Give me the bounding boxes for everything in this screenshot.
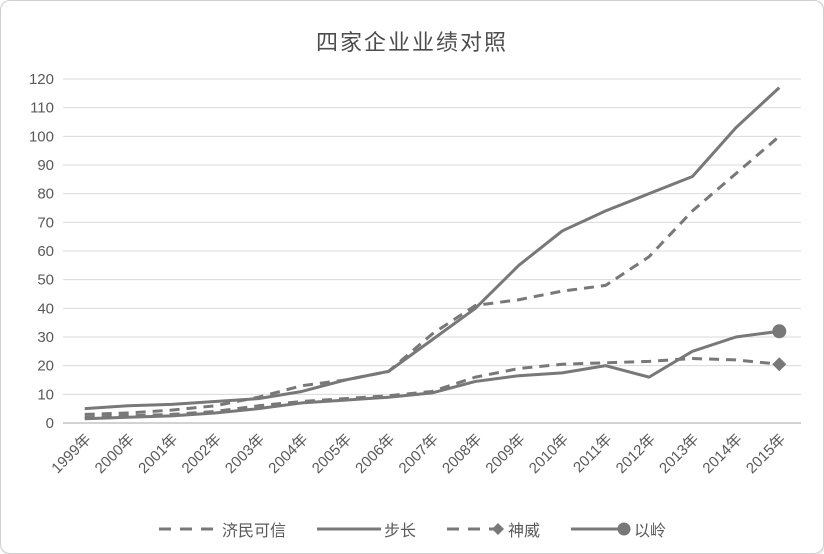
chart-title: 四家企业业绩对照 [315,31,508,56]
x-tick-label: 2014年 [699,431,745,477]
x-tick-label: 2010年 [526,431,572,477]
x-tick-label: 2012年 [613,431,659,477]
x-tick-label: 2009年 [482,431,528,477]
x-tick-label: 2006年 [352,431,398,477]
y-tick-label: 60 [37,243,54,260]
legend-solid-line-icon [316,527,381,531]
diamond-end-marker [772,357,787,372]
y-tick-label: 10 [37,386,54,403]
x-tick-label: 2004年 [265,431,311,477]
x-tick-label: 2005年 [309,431,355,477]
y-tick-label: 40 [37,300,54,317]
y-tick-label: 120 [29,71,54,88]
y-tick-label: 80 [37,186,54,203]
legend-item-shenwei: 神威 [446,517,540,541]
legend: 济民可信 步长 神威 以岭 [1,517,823,541]
y-tick-label: 20 [37,358,54,375]
legend-dashed-line-diamond-icon [447,523,504,535]
x-tick-label: 2011年 [570,431,615,476]
x-tick-label: 2008年 [439,431,485,477]
x-tick-label: 1999年 [48,431,94,477]
legend-label: 步长 [383,521,416,540]
y-tick-label: 100 [29,128,54,145]
legend-item-buchang: 步长 [316,517,416,541]
x-tick-label: 2001年 [135,431,181,477]
y-tick-label: 0 [46,415,54,432]
legend-solid-line-circle-icon [571,522,631,536]
legend-item-jiminkexin: 济民可信 [158,517,286,541]
x-tick-label: 2003年 [222,431,268,477]
x-tick-label: 2013年 [656,431,702,477]
y-tick-label: 70 [37,214,54,231]
legend-label: 神威 [508,521,541,540]
x-tick-label: 2000年 [92,431,138,477]
y-tick-label: 50 [37,272,54,289]
y-tick-label: 30 [37,329,54,346]
x-tick-label: 2015年 [743,431,789,477]
x-tick-label: 2007年 [396,431,442,477]
series-line-济民可信 [84,135,781,416]
series-line-步长 [84,86,781,411]
legend-dashed-line-icon [158,527,219,531]
series-line-以岭 [84,329,780,421]
y-tick-label: 110 [30,100,54,117]
circle-end-marker [772,324,787,339]
legend-item-yiling: 以岭 [570,517,666,541]
legend-label: 济民可信 [221,521,286,540]
x-tick-label: 2002年 [179,431,225,477]
legend-label: 以岭 [634,521,667,540]
y-tick-label: 90 [37,157,54,174]
